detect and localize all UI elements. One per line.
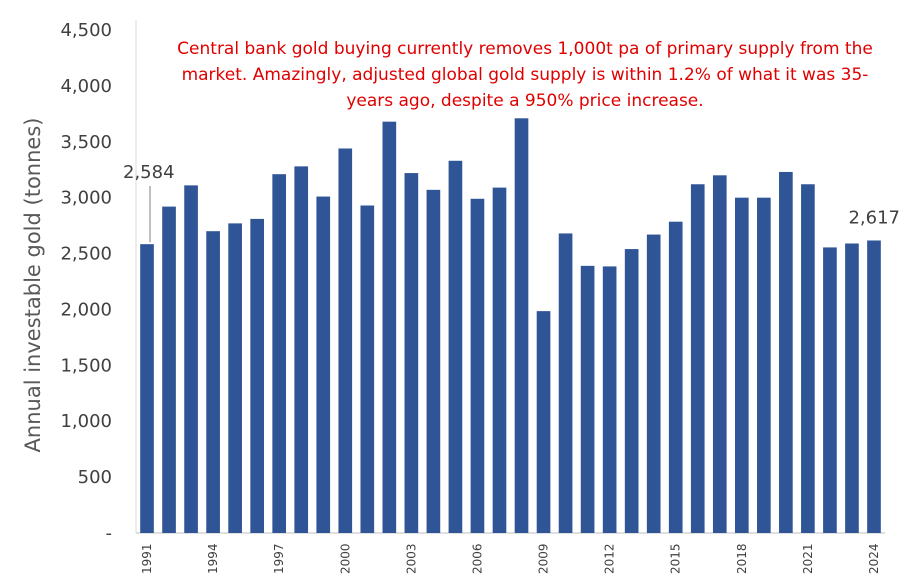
- annotation-line: Central bank gold buying currently remov…: [177, 39, 873, 59]
- x-tick-label: 2000: [338, 543, 352, 574]
- data-label-1991: 2,584: [123, 162, 175, 183]
- bar-2018: [734, 197, 749, 533]
- y-tick-label: 2,500: [60, 244, 112, 265]
- x-tick-label: 1991: [140, 543, 154, 574]
- y-tick-label: 2,000: [60, 299, 112, 320]
- y-tick-label: 1,500: [60, 355, 112, 376]
- y-tick-labels: - 500 1,000 1,500 2,000 2,500 3,000 3,500 4,000 4…: [60, 20, 112, 544]
- bar-2010: [558, 233, 573, 534]
- x-tick-label: 2006: [470, 543, 484, 574]
- bar-2015: [668, 221, 683, 533]
- data-labels: 2,584 2,617: [123, 162, 900, 243]
- y-tick-label: -: [106, 523, 113, 544]
- bar-2008: [514, 118, 529, 533]
- y-tick-label: 3,000: [60, 188, 112, 209]
- bar-2019: [757, 197, 771, 533]
- y-axis-label: Annual investable gold (tonnes): [21, 118, 45, 453]
- bar-1997: [272, 174, 287, 533]
- bar-1993: [184, 185, 198, 534]
- bar-2022: [823, 247, 837, 533]
- y-tick-label: 4,500: [60, 20, 112, 41]
- x-tick-label: 2003: [404, 543, 418, 574]
- bar-2004: [426, 189, 441, 533]
- annotation-line: years ago, despite a 950% price increase…: [346, 91, 704, 111]
- y-tick-label: 4,000: [60, 76, 112, 97]
- x-tick-label: 1997: [272, 543, 286, 574]
- x-tick-label: 2009: [537, 543, 551, 574]
- bar-2009: [536, 311, 551, 533]
- bar-2024: [867, 240, 881, 534]
- bar-2021: [801, 184, 815, 533]
- bar-2020: [779, 171, 793, 534]
- bar-2001: [360, 205, 375, 534]
- y-tick-label: 3,500: [60, 132, 112, 153]
- x-tick-label: 2018: [735, 543, 749, 574]
- bar-2002: [382, 121, 397, 533]
- x-tick-label: 2021: [801, 543, 815, 574]
- annotation-text: Central bank gold buying currently remov…: [150, 36, 900, 114]
- y-tick-label: 1,000: [60, 411, 112, 432]
- bar-2014: [646, 234, 661, 533]
- bar-2000: [338, 148, 353, 534]
- bar-2013: [624, 249, 639, 533]
- x-tick-labels: 1991 1994 1997 2000 2003 2006 2009 2012 2015 2018…: [140, 543, 881, 574]
- x-tick-label: 2012: [603, 543, 617, 574]
- bar-2003: [404, 173, 419, 533]
- annotation-line: market. Amazingly, adjusted global gold …: [181, 65, 869, 85]
- bar-1999: [316, 196, 331, 533]
- bar-2006: [470, 198, 485, 534]
- bar-2012: [602, 266, 617, 533]
- bar-1992: [162, 206, 176, 533]
- bar-2017: [712, 175, 727, 534]
- bar-2011: [580, 265, 595, 533]
- bar-1996: [250, 218, 264, 533]
- bar-2023: [845, 243, 859, 534]
- x-tick-label: 2024: [867, 543, 881, 574]
- bar-2016: [690, 184, 705, 533]
- x-tick-label: 2015: [669, 543, 683, 574]
- bar-2007: [492, 187, 507, 533]
- y-tick-label: 500: [78, 467, 112, 488]
- bars: [140, 118, 881, 534]
- x-tick-label: 1994: [206, 543, 220, 574]
- data-label-2024: 2,617: [848, 207, 900, 228]
- bar-2005: [448, 160, 463, 533]
- bar-1991: [140, 244, 154, 533]
- bar-1994: [206, 231, 220, 533]
- bar-1998: [294, 166, 309, 533]
- bar-1995: [228, 223, 242, 533]
